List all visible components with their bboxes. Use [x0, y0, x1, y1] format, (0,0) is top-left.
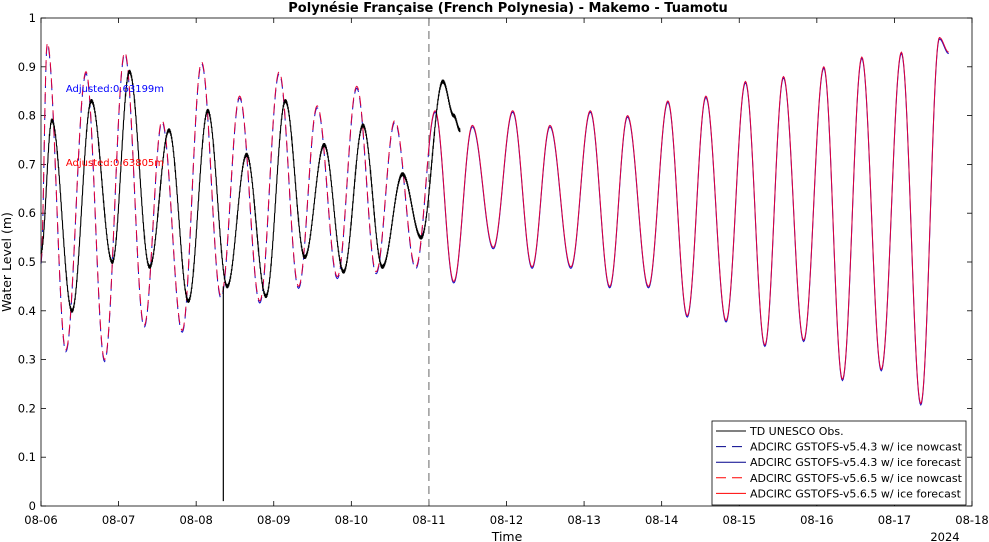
y-tick-label: 0	[29, 499, 36, 513]
legend-label: TD UNESCO Obs.	[749, 425, 844, 438]
legend-box	[711, 420, 967, 506]
x-tick-label: 08-12	[490, 513, 523, 527]
y-tick-label: 0.3	[18, 353, 36, 367]
y-tick-label: 1	[29, 11, 36, 25]
chart-title: Polynésie Française (French Polynesia) -…	[288, 1, 727, 16]
legend-label: ADCIRC GSTOFS-v5.4.3 w/ ice nowcast	[750, 441, 963, 454]
y-tick-label: 0.7	[18, 157, 36, 171]
x-tick-label: 08-15	[723, 513, 756, 527]
y-tick-label: 0.6	[18, 206, 36, 220]
y-axis-label: Water Level (m)	[0, 212, 14, 312]
x-tick-label: 08-11	[412, 513, 445, 527]
legend: TD UNESCO Obs. ADCIRC GSTOFS-v5.4.3 w/ ic…	[711, 420, 967, 506]
series-gstofs-v565-nowcast	[40, 40, 430, 361]
y-tick-label: 0.5	[18, 255, 36, 269]
x-tick-label: 08-14	[645, 513, 678, 527]
annotations: Adjusted:0.63199m Adjusted:0.63805m	[66, 84, 164, 169]
y-tick-label: 0.1	[18, 450, 36, 464]
x-tick-label: 08-09	[257, 513, 290, 527]
adjusted-annotation: Adjusted:0.63805m	[66, 158, 164, 169]
y-tick-label: 0.2	[18, 401, 36, 415]
x-tick-label: 08-07	[102, 513, 135, 527]
x-tick-label: 08-08	[179, 513, 212, 527]
legend-label: ADCIRC GSTOFS-v5.6.5 w/ ice nowcast	[750, 472, 963, 485]
year-label: 2024	[930, 530, 959, 542]
legend-label: ADCIRC GSTOFS-v5.4.3 w/ ice forecast	[750, 456, 962, 469]
tick-labels: 08-06 08-07 08-08 08-09 08-10 08-11 08-12 08-13…	[18, 11, 989, 527]
y-tick-label: 0.8	[18, 109, 36, 123]
x-tick-label: 08-06	[24, 513, 57, 527]
x-tick-label: 08-13	[567, 513, 600, 527]
x-axis-label: Time	[491, 529, 523, 542]
x-tick-label: 08-10	[335, 513, 368, 527]
legend-label: ADCIRC GSTOFS-v5.6.5 w/ ice forecast	[750, 487, 962, 500]
y-tick-label: 0.9	[18, 60, 36, 74]
y-tick-label: 0.4	[18, 304, 36, 318]
series-observed	[40, 69, 461, 313]
adjusted-annotation: Adjusted:0.63199m	[66, 84, 164, 95]
x-tick-label: 08-18	[955, 513, 988, 527]
x-tick-label: 08-16	[800, 513, 833, 527]
series-layer	[40, 36, 949, 502]
series-gstofs-v565-forecast	[428, 36, 949, 405]
x-tick-label: 08-17	[878, 513, 911, 527]
plot-frame	[40, 17, 973, 507]
